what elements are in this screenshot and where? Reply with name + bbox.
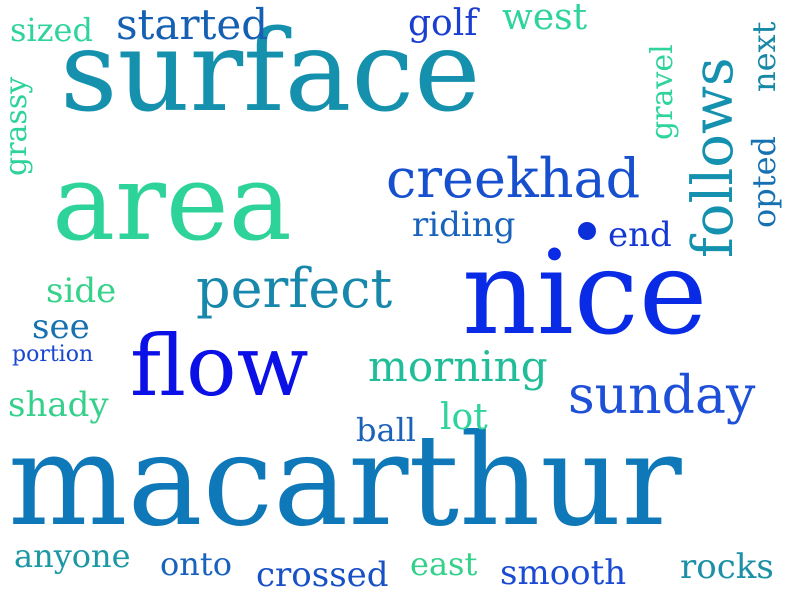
- word-sized: sized: [10, 11, 93, 49]
- word-flow: flow: [130, 317, 309, 415]
- word-smooth: smooth: [500, 553, 627, 593]
- word-opted: opted: [745, 135, 783, 228]
- word-next: next: [745, 21, 783, 92]
- word-end: end: [608, 215, 672, 255]
- word-lot: lot: [440, 397, 488, 438]
- word-rocks: rocks: [680, 547, 774, 587]
- word-onto: onto: [160, 545, 232, 583]
- word-gravel: gravel: [645, 44, 680, 140]
- word-started: started: [116, 0, 269, 49]
- word-surface: surface: [60, 7, 481, 137]
- word-portion: portion: [12, 342, 94, 367]
- word-follows: follows: [681, 57, 746, 258]
- word-grassy: grassy: [0, 76, 34, 176]
- word-perfect: perfect: [196, 257, 393, 320]
- word-area: area: [52, 141, 292, 264]
- word-macarthur: macarthur: [8, 407, 682, 554]
- word-riding: riding: [412, 205, 516, 245]
- word-creekhad: creekhad: [386, 147, 641, 210]
- word-shady: shady: [8, 385, 109, 425]
- word-sunday: sunday: [568, 366, 756, 426]
- word-ball: ball: [356, 411, 417, 449]
- word-golf: golf: [408, 3, 478, 44]
- word-side: side: [46, 271, 117, 311]
- word-see: see: [32, 307, 90, 347]
- word-crossed: crossed: [256, 555, 389, 595]
- word-east: east: [410, 545, 478, 583]
- word-nice: nice: [462, 226, 708, 361]
- word-west: west: [502, 0, 588, 38]
- decorative-dot: [578, 222, 596, 240]
- word-morning: morning: [368, 342, 548, 391]
- word-anyone: anyone: [14, 537, 131, 575]
